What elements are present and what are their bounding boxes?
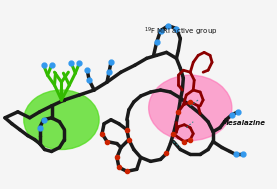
- Ellipse shape: [149, 75, 232, 141]
- Text: Mesalazine: Mesalazine: [222, 120, 266, 126]
- Text: $^{19}$F MRI active group: $^{19}$F MRI active group: [144, 26, 217, 38]
- Ellipse shape: [24, 90, 99, 149]
